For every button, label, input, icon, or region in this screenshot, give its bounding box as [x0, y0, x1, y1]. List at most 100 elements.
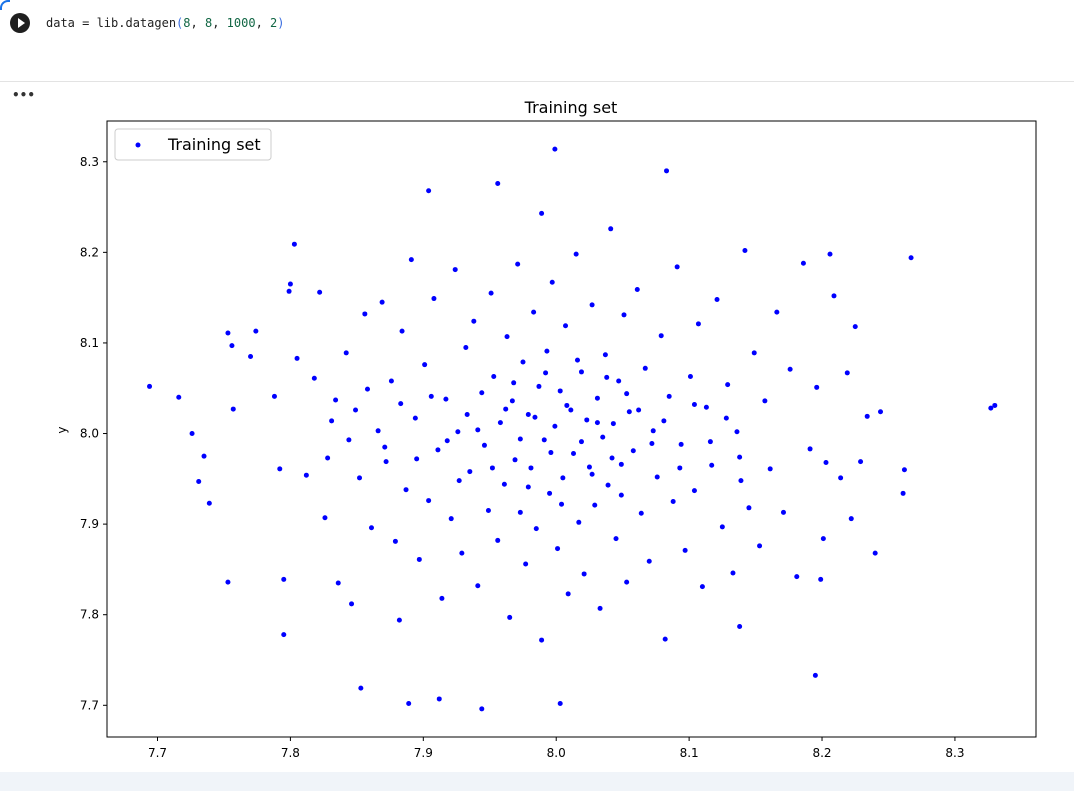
data-point: [664, 168, 670, 174]
data-point: [613, 536, 619, 542]
data-point: [757, 543, 763, 549]
data-point: [497, 420, 503, 426]
data-point: [650, 428, 656, 434]
data-point: [730, 570, 736, 576]
data-point: [988, 405, 994, 411]
code-cell[interactable]: data = lib.datagen(8, 8, 1000, 2): [0, 0, 1074, 82]
data-point: [707, 439, 713, 445]
data-point: [638, 510, 644, 516]
data-point: [586, 464, 592, 470]
data-point: [616, 378, 622, 384]
data-point: [196, 479, 202, 485]
data-point: [349, 601, 355, 607]
data-point: [277, 466, 283, 472]
data-point: [691, 402, 697, 408]
code-editor[interactable]: data = lib.datagen(8, 8, 1000, 2): [46, 16, 285, 30]
x-tick-label: 7.9: [414, 746, 433, 760]
data-point: [670, 498, 676, 504]
data-point: [431, 296, 437, 302]
data-point: [399, 328, 405, 334]
data-point: [677, 465, 683, 471]
data-point: [403, 487, 409, 493]
data-point: [343, 350, 349, 356]
y-tick-label: 7.8: [80, 608, 99, 622]
data-point: [719, 524, 725, 530]
data-point: [738, 478, 744, 484]
data-point: [229, 343, 235, 349]
data-point: [547, 490, 553, 496]
data-point: [281, 632, 287, 638]
data-point: [649, 440, 655, 446]
data-point: [225, 330, 231, 336]
data-point: [563, 323, 569, 329]
data-point: [578, 439, 584, 445]
data-point: [495, 537, 501, 543]
data-point: [353, 407, 359, 413]
data-point: [357, 475, 363, 481]
data-point: [742, 248, 748, 254]
output-menu-button[interactable]: •••: [12, 88, 36, 102]
data-point: [515, 261, 521, 267]
data-point: [658, 333, 664, 339]
data-point: [532, 414, 538, 420]
x-tick-label: 8.2: [812, 746, 831, 760]
data-point: [573, 251, 579, 257]
data-point: [827, 251, 833, 257]
data-point: [388, 378, 394, 384]
data-point: [512, 457, 518, 463]
data-point: [436, 696, 442, 702]
plot-frame: [106, 120, 1037, 738]
data-point: [858, 459, 864, 465]
run-cell-button[interactable]: [10, 13, 30, 33]
data-point: [147, 383, 153, 389]
data-point: [592, 502, 598, 508]
data-point: [528, 465, 534, 471]
data-point: [541, 437, 547, 443]
x-tick-label: 7.7: [148, 746, 167, 760]
data-point: [807, 446, 813, 452]
data-point: [552, 146, 558, 152]
data-point: [872, 550, 878, 556]
data-point: [687, 373, 693, 379]
data-point: [452, 267, 458, 273]
data-point: [456, 478, 462, 484]
data-point: [539, 637, 545, 643]
data-point: [368, 525, 374, 531]
data-point: [654, 474, 660, 480]
data-point: [597, 605, 603, 611]
chart-title: Training set: [524, 98, 618, 117]
data-point: [780, 509, 786, 515]
legend: Training set: [114, 128, 272, 161]
data-point: [479, 390, 485, 396]
data-point: [489, 465, 495, 471]
data-point: [695, 321, 701, 327]
data-point: [831, 293, 837, 299]
data-point: [322, 515, 328, 521]
data-point: [900, 490, 906, 496]
data-point: [557, 700, 563, 706]
data-point: [812, 672, 818, 678]
data-point: [800, 260, 806, 266]
data-point: [523, 561, 529, 567]
y-axis-label: y: [55, 426, 69, 433]
data-point: [734, 429, 740, 435]
data-point: [408, 257, 414, 263]
data-point: [578, 369, 584, 375]
x-tick-label: 8.3: [945, 746, 964, 760]
data-point: [544, 348, 550, 354]
data-point: [565, 591, 571, 597]
data-point: [495, 181, 501, 187]
data-point: [908, 255, 914, 261]
data-point: [426, 498, 432, 504]
data-point: [576, 519, 582, 525]
data-point: [992, 402, 998, 408]
data-point: [176, 394, 182, 400]
data-point: [560, 475, 566, 481]
data-point: [630, 448, 636, 454]
data-point: [422, 362, 428, 368]
data-point: [844, 370, 850, 376]
x-tick-label: 8.1: [680, 746, 699, 760]
data-point: [691, 488, 697, 494]
data-point: [662, 636, 668, 642]
data-point: [624, 391, 630, 397]
